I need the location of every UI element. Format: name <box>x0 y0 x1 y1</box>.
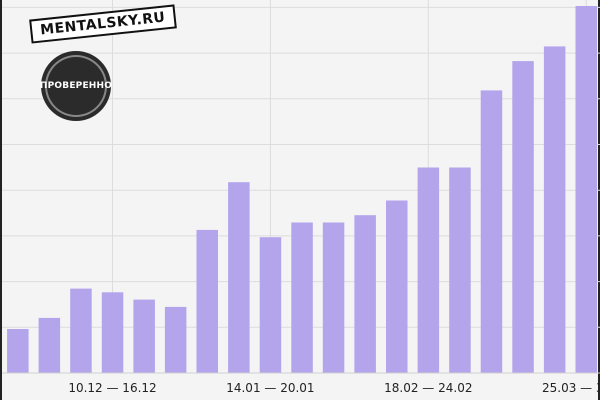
bar <box>196 229 218 373</box>
verified-badge: ПРОВЕРЕННО <box>40 55 112 117</box>
bar-series <box>2 6 600 374</box>
bar <box>38 317 61 373</box>
verified-badge-label: ПРОВЕРЕННО <box>39 81 113 91</box>
bar <box>322 222 345 373</box>
bar <box>480 90 503 374</box>
bar <box>417 167 440 373</box>
bar <box>164 306 187 373</box>
bar <box>386 200 408 373</box>
bar <box>70 288 92 373</box>
bar <box>133 299 155 373</box>
bar <box>543 46 566 374</box>
x-tick-label: 14.01 — 20.01 <box>226 381 314 395</box>
bar <box>101 292 124 373</box>
x-tick-label: 25.03 — 31.03 <box>542 381 600 395</box>
bar <box>291 222 313 373</box>
bar <box>354 215 376 373</box>
bar <box>228 182 250 373</box>
bar <box>575 6 597 373</box>
x-tick-label: 10.12 — 16.12 <box>68 381 156 395</box>
x-axis-tick-labels: 10.12 — 16.12 14.01 — 20.01 18.02 — 24.02 2… <box>68 381 600 395</box>
bar <box>512 61 534 373</box>
x-tick-label: 18.02 — 24.02 <box>384 381 472 395</box>
bar <box>449 167 471 373</box>
bar <box>259 237 282 373</box>
bar <box>7 329 29 373</box>
